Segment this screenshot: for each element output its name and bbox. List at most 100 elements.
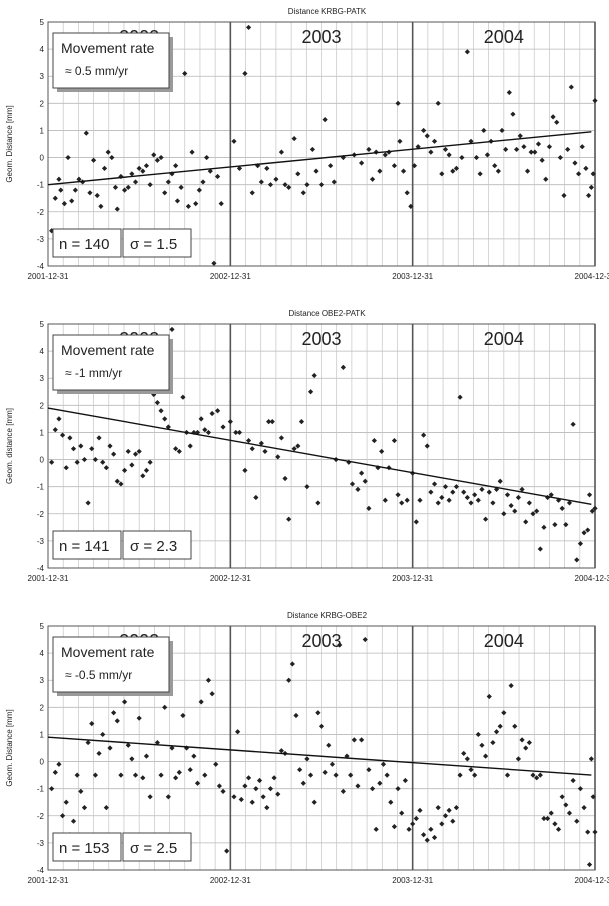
- data-point: [173, 446, 179, 452]
- data-point: [282, 475, 288, 482]
- data-point: [477, 171, 483, 177]
- data-point: [78, 788, 84, 794]
- data-point: [81, 456, 88, 463]
- data-point: [231, 138, 237, 144]
- data-point: [417, 807, 423, 813]
- data-point: [585, 829, 591, 835]
- year-label: 2003: [301, 631, 341, 651]
- data-point: [193, 201, 199, 207]
- data-point: [315, 710, 321, 716]
- data-point: [349, 481, 356, 487]
- data-point: [112, 184, 119, 190]
- data-point: [151, 152, 157, 158]
- data-point: [468, 500, 474, 506]
- data-point: [180, 712, 186, 719]
- data-point: [231, 794, 237, 800]
- data-point: [504, 772, 511, 778]
- data-point: [174, 198, 181, 204]
- chart-svg: Distance OBE2-PATK -4 -3 -2 -1 0 1 2 3 4 5 2001-12-…: [5, 309, 609, 583]
- data-point: [519, 737, 525, 743]
- data-point: [311, 799, 317, 805]
- data-point: [359, 160, 365, 166]
- data-point: [49, 459, 55, 465]
- y-axis-label: Geom. Distance [mm]: [5, 709, 14, 786]
- data-point: [107, 745, 113, 751]
- data-point: [65, 154, 71, 161]
- data-point: [173, 775, 179, 781]
- data-point: [472, 492, 478, 498]
- data-point: [162, 416, 168, 422]
- data-point: [475, 497, 481, 503]
- data-point: [461, 750, 467, 757]
- data-point: [200, 179, 206, 185]
- data-point: [262, 448, 268, 455]
- data-point: [577, 786, 584, 792]
- data-point: [165, 794, 171, 800]
- data-point: [253, 494, 259, 501]
- data-point: [100, 459, 106, 465]
- data-point: [63, 799, 69, 805]
- x-tick-label: 2001-12-31: [28, 272, 69, 281]
- y-tick-label: 3: [40, 676, 45, 685]
- y-tick-label: 2: [40, 401, 45, 410]
- data-point: [570, 777, 576, 784]
- year-label: 2004: [484, 631, 524, 651]
- data-point: [588, 756, 594, 762]
- data-point: [382, 152, 388, 158]
- data-point: [369, 176, 376, 182]
- data-point: [435, 100, 441, 106]
- data-point: [563, 522, 569, 528]
- data-point: [439, 821, 445, 827]
- y-tick-label: 1: [40, 428, 45, 437]
- data-point: [535, 141, 542, 147]
- data-point: [362, 478, 368, 484]
- data-point: [559, 794, 565, 800]
- data-point: [388, 799, 394, 805]
- chart-svg: Distance KRBG-PATK -4 -3 -2 -1 0 1 2 3 4 5 2001-12-…: [5, 7, 609, 281]
- data-point: [574, 818, 580, 824]
- data-point: [52, 195, 58, 201]
- y-tick-label: 0: [40, 154, 45, 163]
- data-point: [256, 777, 263, 784]
- chart-panel-obe2-patk: Distance OBE2-PATK -4 -3 -2 -1 0 1 2 3 4 5 2001-12-…: [0, 302, 609, 604]
- data-point: [74, 772, 80, 778]
- data-point: [566, 810, 573, 816]
- data-point: [300, 190, 306, 196]
- sample-count: n = 140: [59, 236, 109, 253]
- data-point: [187, 767, 193, 773]
- data-point: [501, 710, 507, 716]
- data-point: [125, 448, 131, 455]
- data-point: [391, 437, 398, 444]
- data-point: [575, 171, 582, 177]
- data-point: [242, 70, 248, 77]
- data-point: [162, 704, 168, 710]
- x-tick-label: 2002-12-31: [210, 876, 251, 885]
- data-point: [483, 753, 489, 759]
- data-point: [539, 157, 545, 163]
- data-point: [417, 497, 423, 503]
- y-tick-label: 2: [40, 99, 45, 108]
- sample-count: n = 141: [59, 538, 109, 555]
- data-point: [457, 772, 463, 778]
- y-tick-label: -3: [37, 839, 45, 848]
- data-point: [286, 184, 292, 190]
- data-point: [273, 176, 279, 182]
- data-point: [483, 516, 489, 522]
- y-tick-label: 0: [40, 758, 45, 767]
- data-point: [504, 492, 511, 498]
- data-point: [572, 160, 578, 166]
- data-point: [260, 794, 266, 800]
- data-point: [589, 508, 595, 514]
- data-point: [286, 516, 292, 522]
- data-point: [501, 511, 507, 517]
- data-point: [461, 489, 467, 495]
- data-point: [311, 372, 317, 379]
- data-point: [537, 546, 543, 552]
- data-point: [413, 519, 419, 525]
- data-point: [581, 805, 587, 811]
- data-point: [431, 834, 438, 841]
- data-point: [515, 494, 522, 501]
- data-point: [238, 796, 244, 803]
- data-point: [410, 821, 416, 827]
- data-point: [132, 179, 139, 185]
